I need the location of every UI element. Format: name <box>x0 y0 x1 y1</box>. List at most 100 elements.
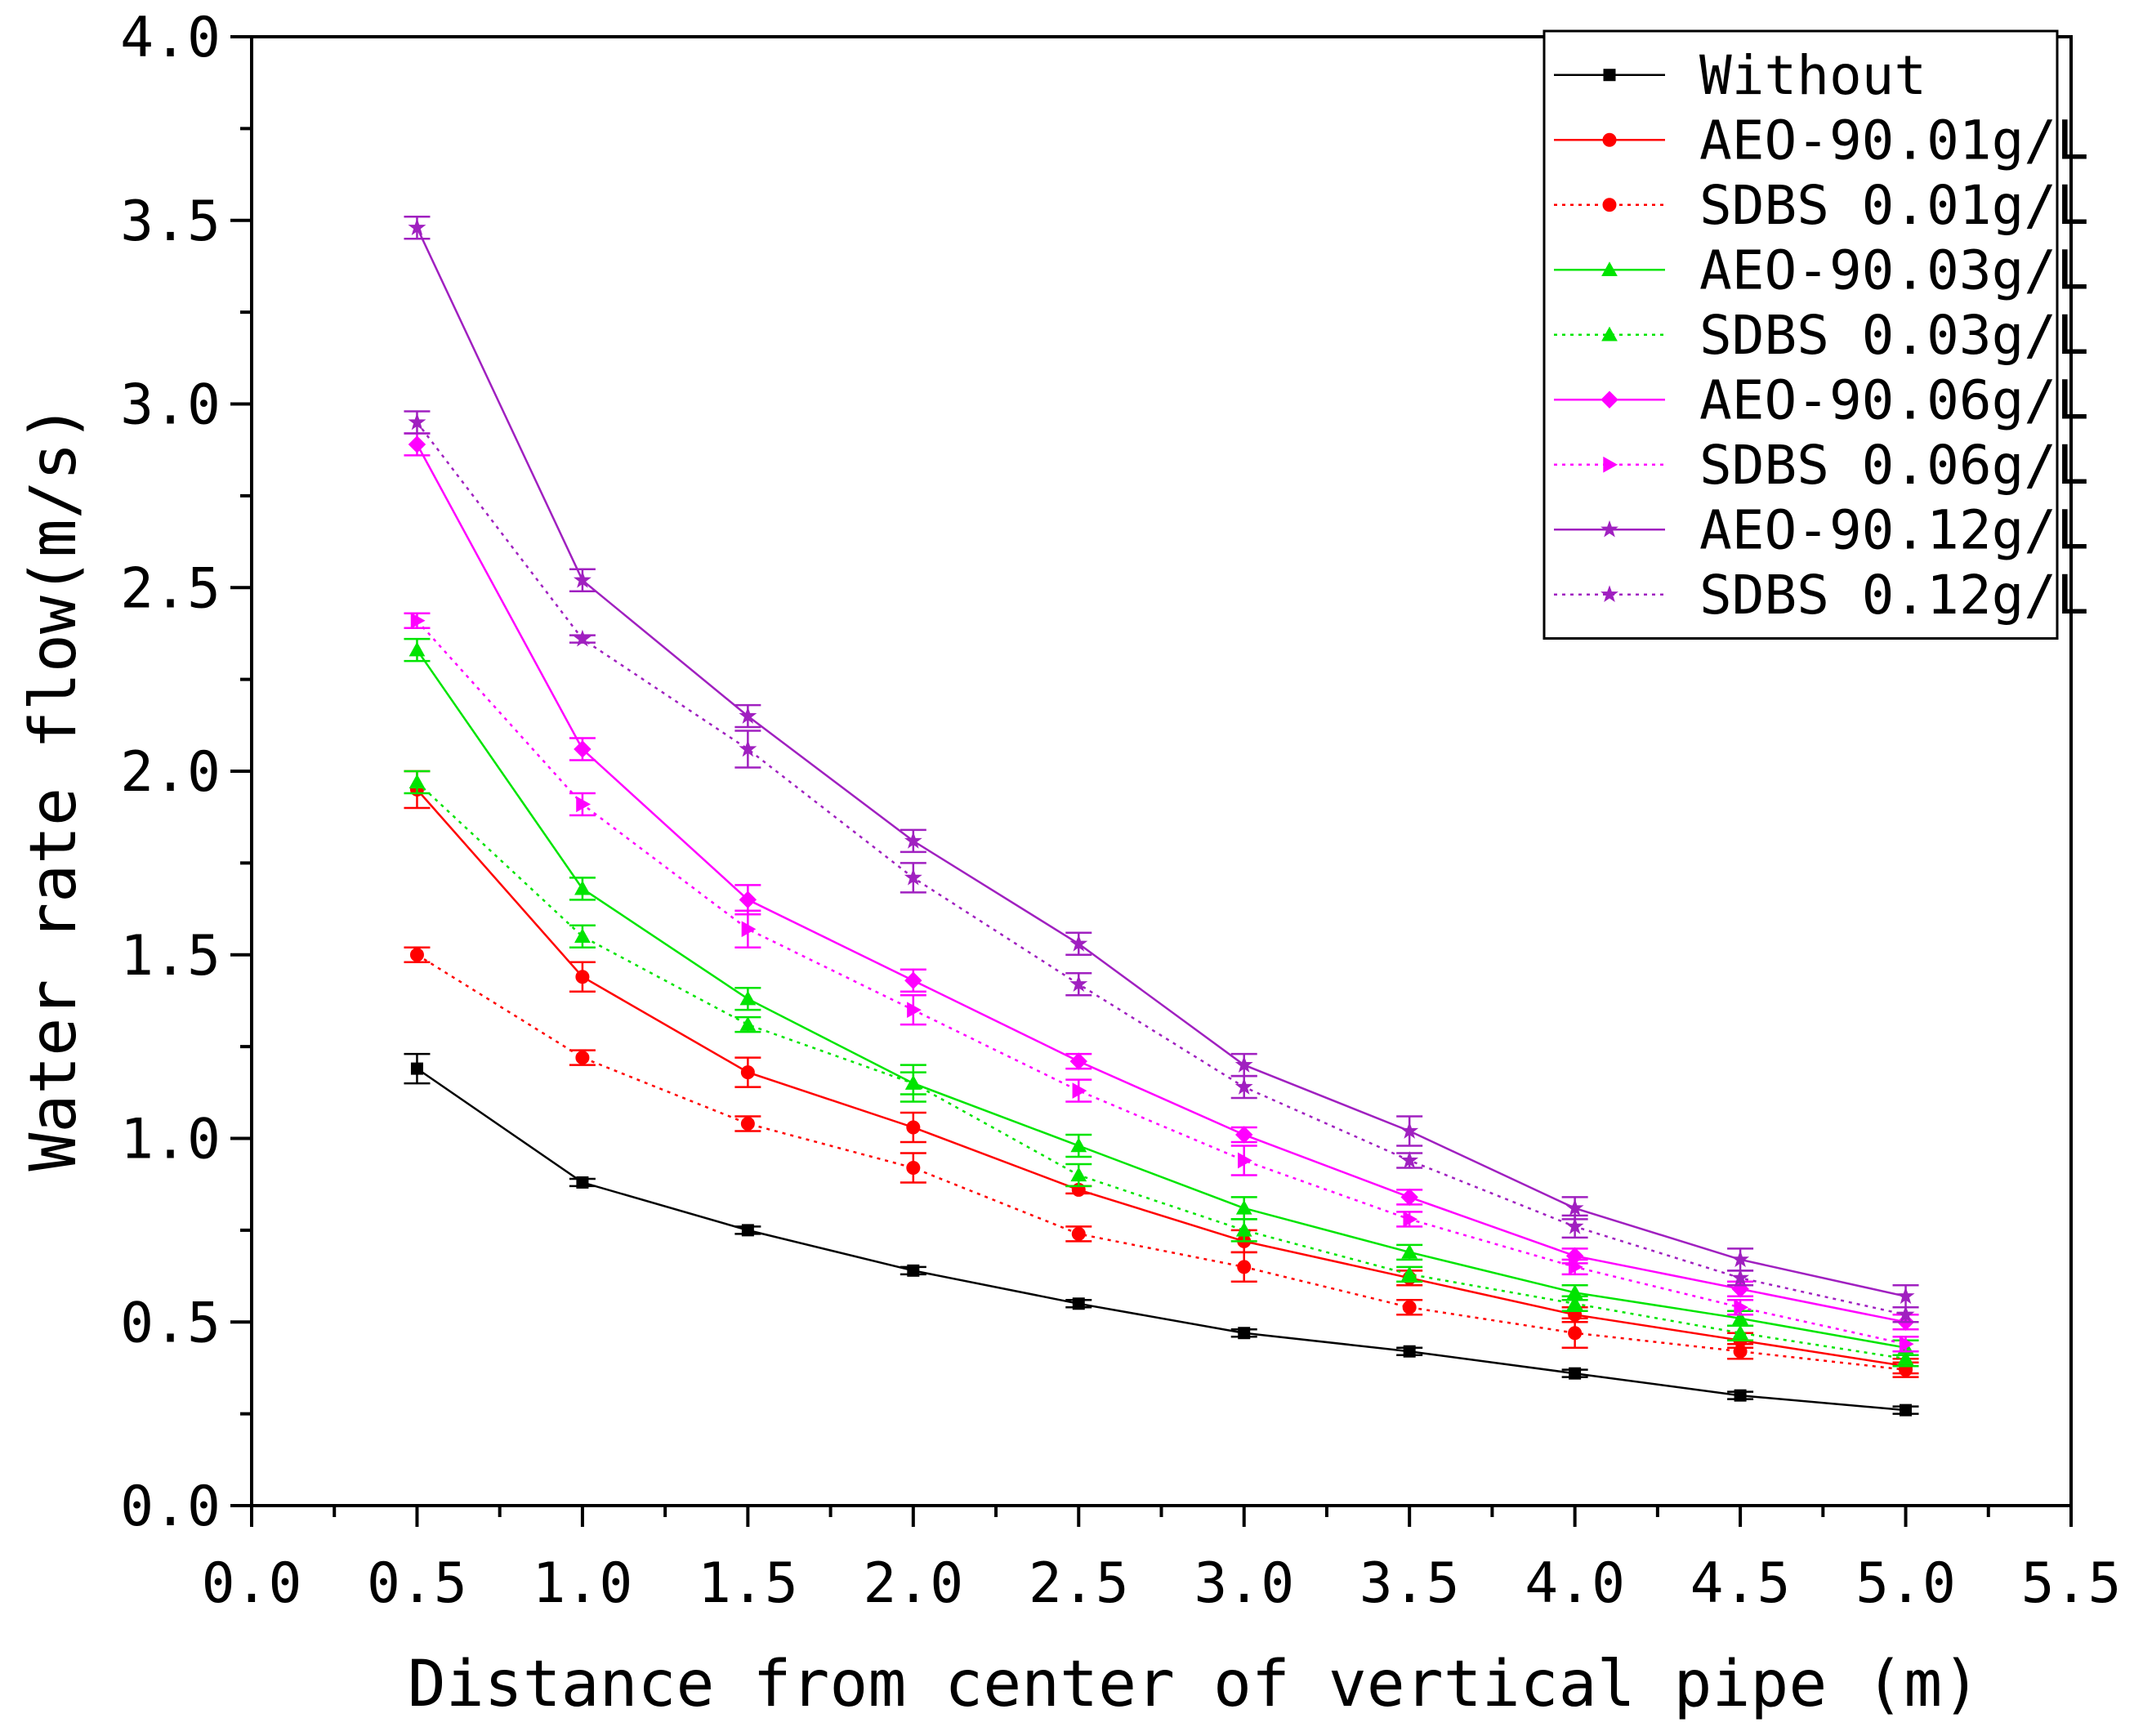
x-tick-label: 3.0 <box>1194 1551 1294 1616</box>
data-point <box>408 641 426 657</box>
y-tick-label: 2.5 <box>120 556 221 621</box>
data-point <box>1896 1287 1915 1305</box>
data-point <box>1565 1198 1584 1216</box>
data-point <box>409 948 424 962</box>
data-point <box>1899 1336 1914 1353</box>
data-point <box>576 796 591 813</box>
data-point <box>1237 1260 1252 1274</box>
data-point <box>573 570 592 588</box>
data-point <box>1733 1344 1748 1359</box>
series-4 <box>404 770 1919 1368</box>
data-point <box>1234 1078 1253 1095</box>
legend-label: AEO-90.01g/L <box>1699 109 2089 172</box>
data-point <box>907 1002 922 1019</box>
legend-item: SDBS 0.12g/L <box>1554 564 2089 627</box>
legend-swatch-marker <box>1603 456 1618 473</box>
legend-swatch-marker <box>1600 390 1618 408</box>
data-point <box>739 990 757 1006</box>
series-line <box>416 781 1906 1360</box>
data-point <box>408 435 426 453</box>
x-tick-label: 4.5 <box>1690 1551 1791 1616</box>
data-point <box>1403 1345 1416 1358</box>
x-tick-label: 0.5 <box>367 1551 467 1616</box>
legend-label: AEO-90.03g/L <box>1699 239 2089 301</box>
data-point <box>574 880 591 895</box>
data-point <box>1734 1299 1749 1316</box>
data-point <box>1072 1297 1085 1310</box>
data-point <box>1235 1199 1252 1215</box>
data-point <box>1569 1367 1582 1380</box>
data-point <box>1731 1268 1750 1286</box>
data-point <box>1238 1327 1251 1340</box>
data-point <box>410 612 426 629</box>
data-point <box>408 218 426 236</box>
data-point <box>1234 1055 1253 1073</box>
legend-swatch-marker <box>1600 585 1618 603</box>
data-point <box>1072 1082 1087 1099</box>
data-point <box>1400 1121 1419 1139</box>
x-tick-label: 5.0 <box>1855 1551 1956 1616</box>
series-layer <box>404 216 1919 1417</box>
data-point <box>1403 1211 1418 1228</box>
series-line <box>416 649 1906 1349</box>
data-point <box>739 707 757 724</box>
data-point <box>1400 1150 1419 1168</box>
data-point <box>740 1065 755 1080</box>
legend-item: AEO-90.12g/L <box>1554 498 2089 561</box>
data-point <box>574 740 592 758</box>
axes-layer: 0.0 0.5 1.0 1.5 2.0 2.5 3.0 3.5 4.0 4.5 5.0 5.5 0.0 0… <box>17 6 2121 1721</box>
legend-label: SDBS 0.01g/L <box>1699 174 2089 237</box>
legend-label: SDBS 0.06g/L <box>1699 434 2089 497</box>
data-point <box>907 1264 920 1277</box>
data-point <box>1402 1300 1417 1314</box>
data-point <box>741 921 757 938</box>
data-point <box>1069 934 1088 952</box>
data-point <box>740 1117 755 1131</box>
data-point <box>1731 1250 1750 1268</box>
legend-swatch-marker <box>1600 520 1618 538</box>
data-point <box>739 739 757 757</box>
data-point <box>739 1016 757 1031</box>
series-8 <box>404 410 1919 1323</box>
series-6 <box>404 612 1919 1353</box>
x-axis-title: Distance from center of vertical pipe (m… <box>408 1648 1980 1721</box>
data-point <box>904 868 922 886</box>
x-tick-label: 1.0 <box>532 1551 632 1616</box>
x-tick-label: 0.0 <box>202 1551 302 1616</box>
data-point <box>1900 1404 1913 1417</box>
legend-label: Without <box>1699 44 1926 107</box>
data-point <box>906 1160 921 1175</box>
x-tick-label: 1.5 <box>698 1551 798 1616</box>
data-point <box>408 774 426 789</box>
data-point <box>410 1062 423 1075</box>
data-point <box>1732 1324 1748 1340</box>
data-point <box>573 629 592 647</box>
data-point <box>1896 1305 1915 1323</box>
data-point <box>1568 1326 1583 1341</box>
data-point <box>741 1224 754 1237</box>
x-tick-label: 3.5 <box>1359 1551 1460 1616</box>
data-point <box>1070 1137 1087 1153</box>
data-point <box>574 928 591 943</box>
data-point <box>1235 1126 1253 1144</box>
legend-item: Without <box>1554 44 1926 107</box>
legend-label: SDBS 0.03g/L <box>1699 304 2089 367</box>
data-point <box>1401 1265 1418 1281</box>
data-point <box>739 890 757 909</box>
data-point <box>904 831 922 849</box>
series-line <box>416 227 1906 1298</box>
series-2 <box>404 946 1919 1378</box>
data-point <box>1070 1167 1087 1182</box>
series-1 <box>404 770 1919 1375</box>
series-line <box>416 444 1906 1323</box>
legend-item: SDBS 0.06g/L <box>1554 434 2089 497</box>
legend-item: AEO-90.06g/L <box>1554 368 2089 431</box>
series-line <box>416 422 1906 1316</box>
y-tick-label: 1.5 <box>120 924 221 988</box>
data-point <box>1734 1389 1747 1402</box>
data-point <box>575 970 590 984</box>
data-point <box>408 413 426 431</box>
data-point <box>904 1075 922 1090</box>
series-line <box>416 788 1906 1368</box>
